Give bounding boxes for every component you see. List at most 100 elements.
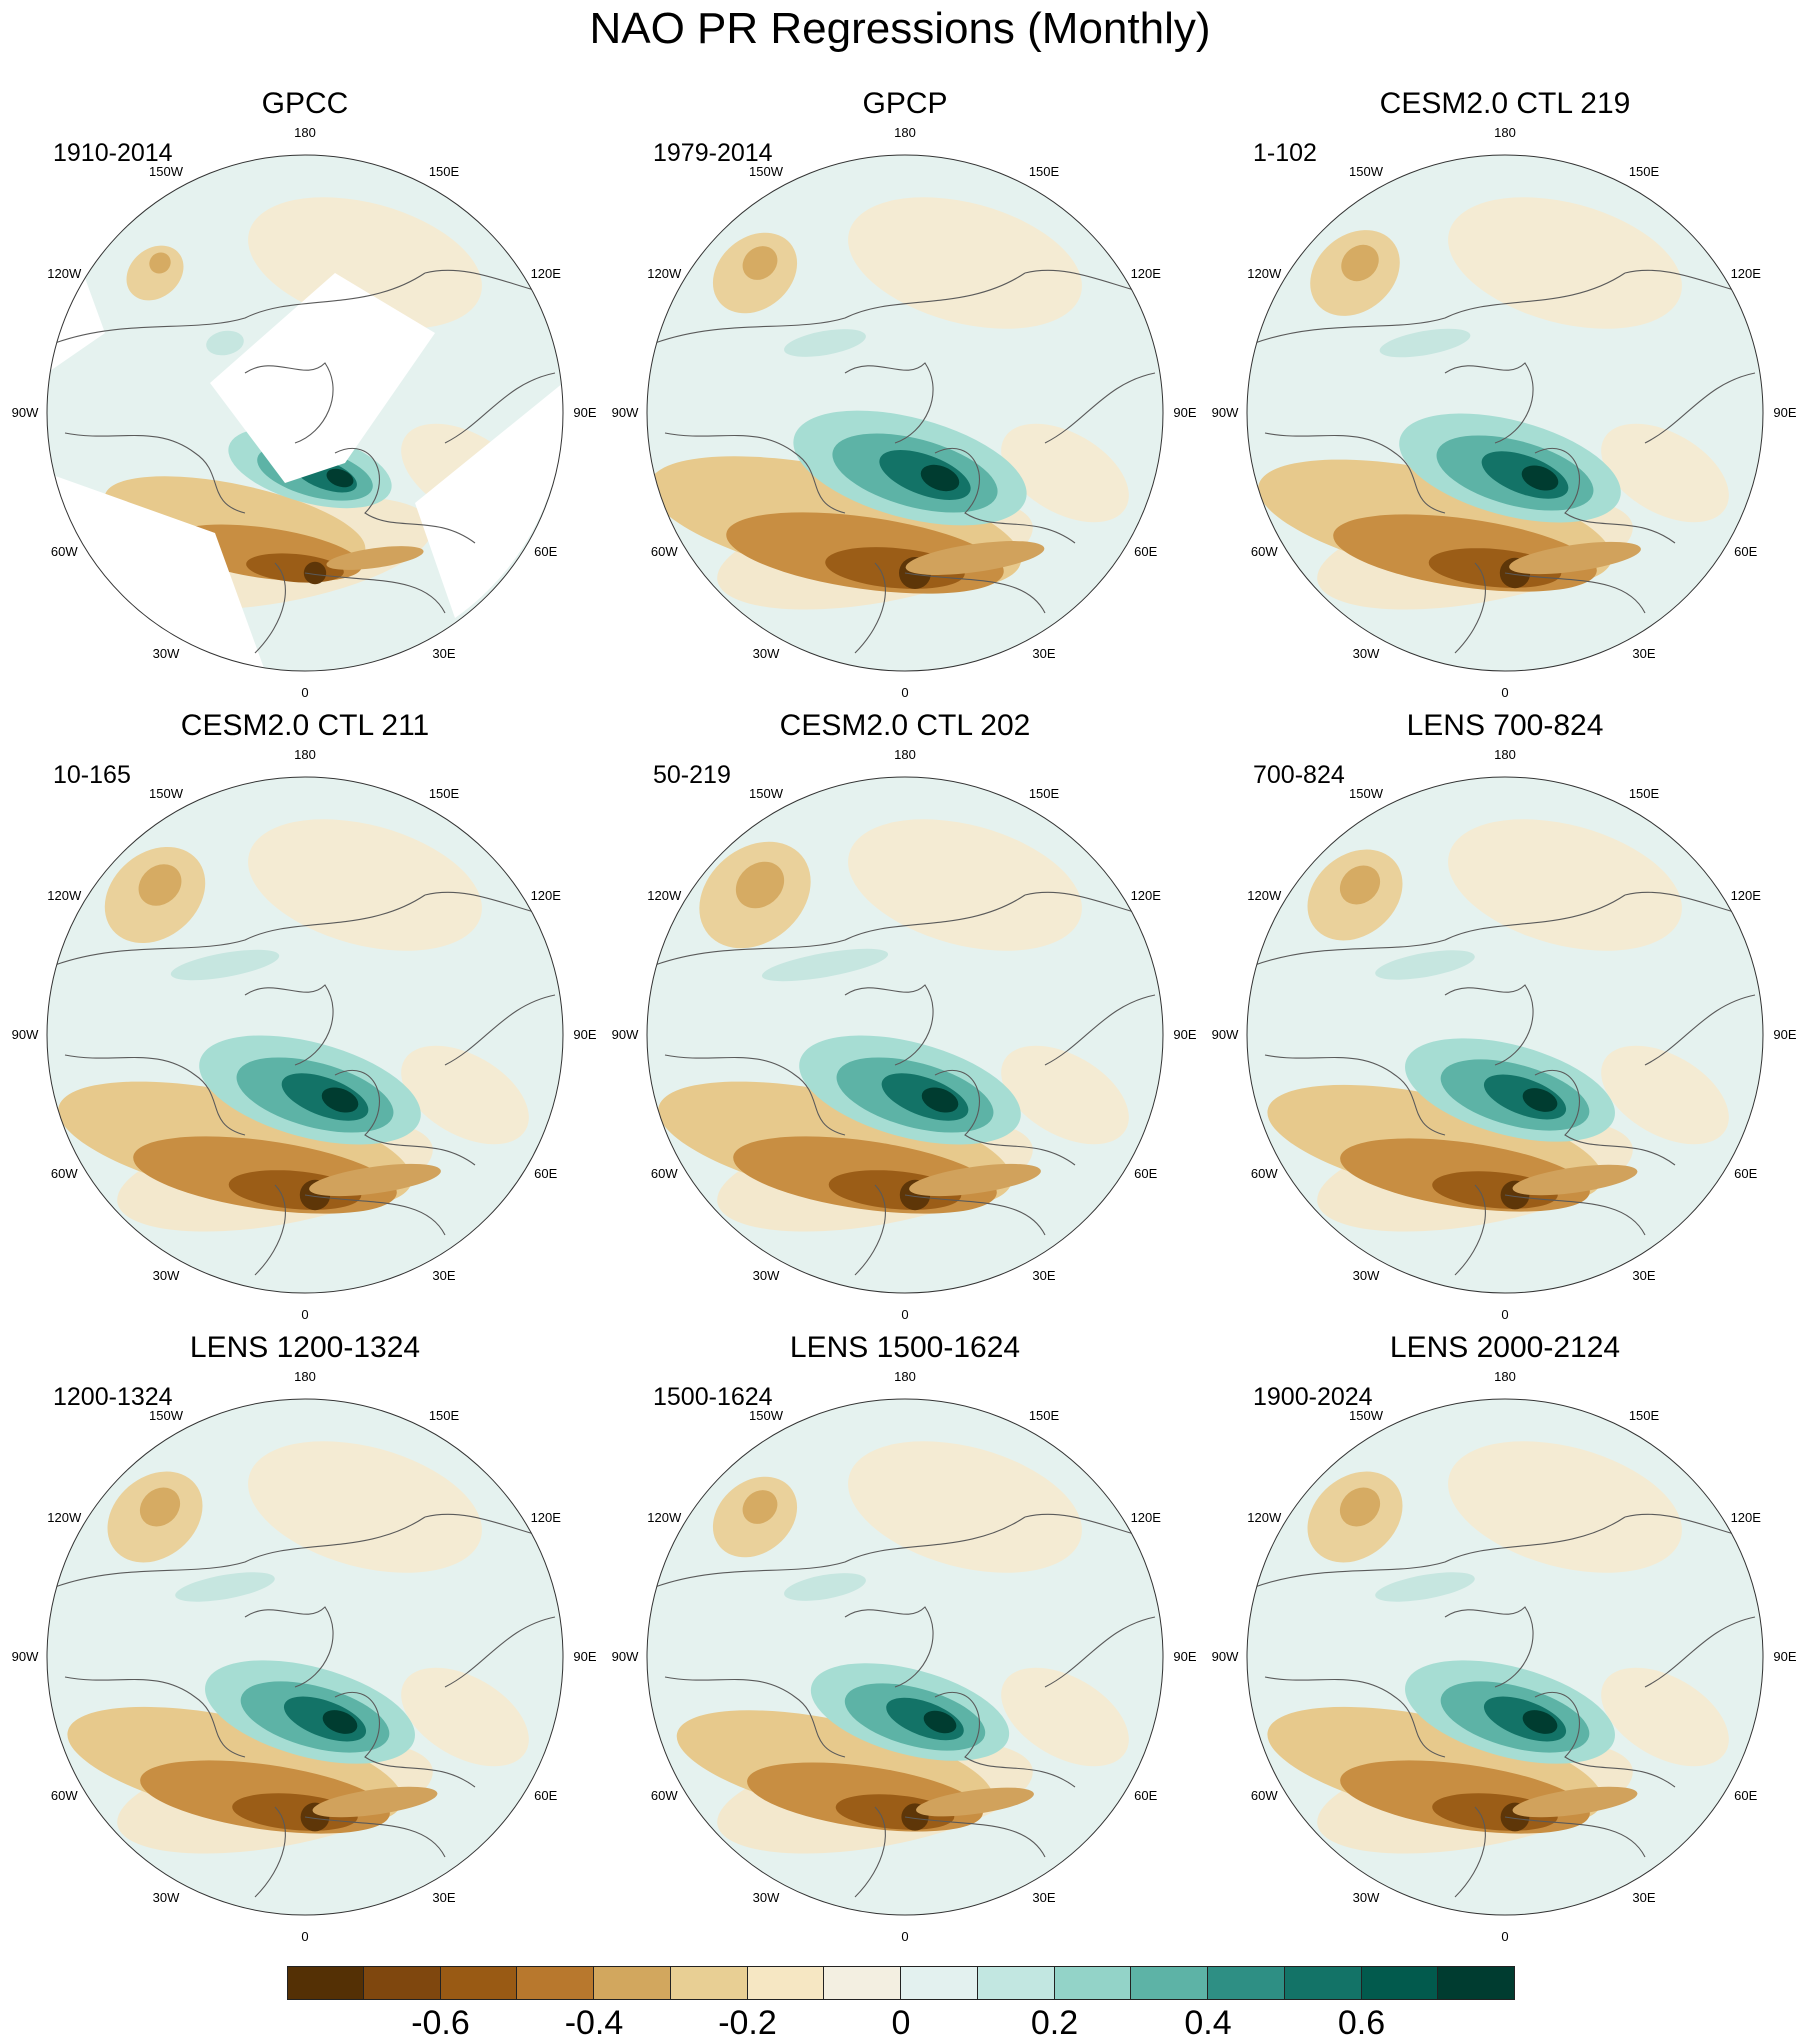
coastline [1264,432,1446,514]
longitude-label: 120E [1130,888,1161,903]
coastline [1644,1616,1756,1688]
polar-map [1246,776,1764,1294]
coastline [54,1516,426,1588]
period-label: 10-165 [53,761,131,789]
period-label: 1979-2014 [653,139,773,167]
coastline [244,984,334,1066]
coastline [64,1676,246,1758]
longitude-label: 90W [611,1649,639,1664]
longitude-label: 0 [301,1929,309,1944]
atlantic-wet-core [920,464,960,492]
longitude-label: 90W [1211,405,1239,420]
coastline [244,1606,334,1688]
longitude-label: 120W [1247,266,1282,281]
weak-positive-patch [1448,819,1682,951]
coastline [1504,572,1646,614]
weak-positive-patch [248,819,482,951]
colorbar-tick-label: 0.4 [1184,2004,1232,2042]
period-label: 1900-2024 [1253,1383,1373,1411]
map-boundary [46,776,564,1294]
longitude-label: 0 [1501,1307,1509,1322]
longitude-label: 150W [749,1408,783,1424]
colorbar-cell [824,1966,901,2000]
polar-map [46,776,564,1294]
missing-data-arctic [210,273,435,483]
pacific-dry-core [149,252,171,274]
coastline [1534,1691,1676,1788]
longitude-label: 120E [1730,888,1761,903]
europe-dry-streak [905,541,1045,575]
coastline [664,1676,846,1758]
map-boundary [1246,776,1764,1294]
coastline [934,1069,1076,1166]
longitude-label: 60W [50,544,78,559]
panel-title: CESM2.0 CTL 202 [779,709,1031,742]
coastline [654,894,1026,966]
coastline [904,1194,1046,1236]
longitude-label: 30W [752,645,780,661]
longitude-label: 90W [611,1027,639,1042]
longitude-label: 150W [1349,1408,1383,1424]
longitude-label: 180 [894,747,916,762]
coastline [444,994,556,1066]
coastline [54,272,426,344]
map-panel: LENS 2000-2124 1900-2024 180 150E 120E 90E 60E… [1205,1324,1800,1944]
longitude-label: 30E [1032,1889,1056,1905]
longitude-label: 150W [749,164,783,180]
coastline [64,432,246,514]
coastline [1504,1194,1646,1236]
longitude-label: 60E [534,1788,558,1803]
longitude-label: 120W [47,888,82,903]
longitude-label: 0 [301,685,309,700]
longitude-label: 60E [1734,1166,1758,1181]
longitude-label: 90E [1773,1027,1797,1042]
coastline [254,1184,286,1276]
panel-title: GPCP [862,87,948,120]
longitude-label: 120W [647,1510,682,1525]
longitude-label: 150W [1349,164,1383,180]
longitude-label: 60E [1134,1788,1158,1803]
longitude-label: 30W [152,645,180,661]
colorbar-frame [287,1966,1515,2000]
weak-positive-patch [401,1045,529,1145]
longitude-label: 30E [1032,1267,1056,1283]
weak-positive-patch [1448,197,1682,329]
colorbar-cell [1131,1966,1208,2000]
missing-data-ocean [47,473,265,671]
longitude-label: 90E [573,1649,597,1664]
period-label: 1500-1624 [653,1383,773,1411]
longitude-label: 60W [650,1166,678,1181]
colorbar-cell [1361,1966,1439,2000]
longitude-label: 60E [534,544,558,559]
atlantic-wet-core [1522,1088,1558,1112]
coastline [334,447,476,544]
coastline [654,1516,1026,1588]
longitude-label: 120E [1130,266,1161,281]
coastline [1254,272,1626,344]
weak-positive-patch [848,1441,1082,1573]
longitude-label: 150E [428,786,460,802]
map-boundary [646,776,1164,1294]
map-panel: CESM2.0 CTL 211 10-165 180 150E 120E 90E 60E 30… [5,702,605,1322]
weak-positive-patch [1001,1045,1129,1145]
pacific-wet-band [784,329,866,357]
pacific-wet-band [761,948,889,982]
coastline [1454,562,1486,654]
longitude-label: 120E [1730,1510,1761,1525]
colorbar-tick-label: -0.2 [718,2004,777,2042]
longitude-label: 60E [534,1166,558,1181]
atlantic-wet-core [321,1087,359,1113]
colorbar-cell [440,1966,518,2000]
weak-positive-patch [1448,1441,1682,1573]
longitude-label: 120E [530,1510,561,1525]
coastline [444,1616,556,1688]
longitude-label: 90E [1173,1027,1197,1042]
pacific-dry-core [742,1490,778,1524]
longitude-label: 90E [1773,1649,1797,1664]
coastline [1504,1816,1646,1858]
weak-positive-patch [1601,1045,1729,1145]
coastline [664,1054,846,1136]
europe-dry-streak [309,1163,441,1197]
pacific-wet-band [784,1573,866,1601]
coastline [854,562,886,654]
